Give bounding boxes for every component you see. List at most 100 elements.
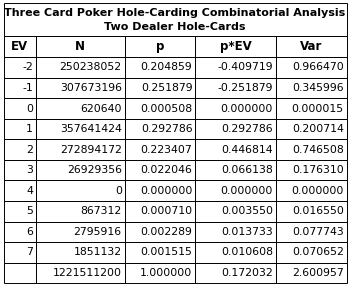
Bar <box>195 78 276 98</box>
Bar <box>125 201 195 222</box>
Bar <box>4 78 36 98</box>
Bar <box>195 57 276 78</box>
Bar <box>125 180 195 201</box>
Bar <box>36 201 125 222</box>
Bar <box>4 98 36 119</box>
Bar <box>36 139 125 160</box>
Bar <box>36 36 125 57</box>
Text: 1: 1 <box>26 124 33 134</box>
Text: -0.409719: -0.409719 <box>217 62 273 72</box>
Text: 0.001515: 0.001515 <box>140 247 192 257</box>
Text: 0.200714: 0.200714 <box>292 124 344 134</box>
Text: 0.966470: 0.966470 <box>292 62 344 72</box>
Bar <box>36 160 125 180</box>
Bar <box>4 263 36 283</box>
Bar <box>276 98 346 119</box>
Bar <box>195 263 276 283</box>
Bar <box>276 36 346 57</box>
Text: 0.000000: 0.000000 <box>221 186 273 196</box>
Bar <box>125 36 195 57</box>
Text: 0.022046: 0.022046 <box>140 165 192 175</box>
Text: 0.003550: 0.003550 <box>221 206 273 216</box>
Bar <box>4 160 36 180</box>
Text: Three Card Poker Hole-Carding Combinatorial Analysis: Three Card Poker Hole-Carding Combinator… <box>4 8 346 18</box>
Bar <box>195 36 276 57</box>
Text: 0.176310: 0.176310 <box>292 165 344 175</box>
Bar <box>36 78 125 98</box>
Bar <box>125 242 195 263</box>
Bar <box>276 57 346 78</box>
Bar <box>195 98 276 119</box>
Bar <box>276 119 346 139</box>
Bar <box>276 263 346 283</box>
Text: 1221511200: 1221511200 <box>53 268 122 278</box>
Text: 0.077743: 0.077743 <box>292 227 344 237</box>
Bar <box>36 263 125 283</box>
Text: Var: Var <box>300 40 322 53</box>
Text: 1851132: 1851132 <box>74 247 122 257</box>
Bar <box>125 139 195 160</box>
Bar <box>276 222 346 242</box>
Bar <box>4 222 36 242</box>
Text: 2: 2 <box>26 145 33 155</box>
Bar <box>125 222 195 242</box>
Text: 0.000508: 0.000508 <box>140 104 192 114</box>
Text: 0: 0 <box>115 186 122 196</box>
Text: 0.016550: 0.016550 <box>292 206 344 216</box>
Bar <box>195 160 276 180</box>
Text: 4: 4 <box>26 186 33 196</box>
Text: N: N <box>75 40 85 53</box>
Text: 250238052: 250238052 <box>60 62 122 72</box>
Text: 0.013733: 0.013733 <box>221 227 273 237</box>
Text: 1.000000: 1.000000 <box>140 268 192 278</box>
Text: 7: 7 <box>26 247 33 257</box>
Bar <box>4 201 36 222</box>
Text: -2: -2 <box>22 62 33 72</box>
Bar <box>4 242 36 263</box>
Bar <box>125 263 195 283</box>
Text: 26929356: 26929356 <box>67 165 122 175</box>
Bar <box>276 139 346 160</box>
Bar <box>276 180 346 201</box>
Bar <box>195 242 276 263</box>
Bar <box>36 180 125 201</box>
Text: p: p <box>156 40 164 53</box>
Text: 867312: 867312 <box>80 206 122 216</box>
Text: 0.223407: 0.223407 <box>141 145 193 155</box>
Text: 0.172032: 0.172032 <box>221 268 273 278</box>
Text: 5: 5 <box>26 206 33 216</box>
Text: 0.446814: 0.446814 <box>222 145 273 155</box>
Bar <box>125 78 195 98</box>
Bar <box>36 242 125 263</box>
Bar <box>125 160 195 180</box>
Text: 0: 0 <box>26 104 33 114</box>
Text: 0.070652: 0.070652 <box>292 247 344 257</box>
Bar <box>276 201 346 222</box>
Text: 0.345996: 0.345996 <box>292 83 344 93</box>
Bar <box>195 201 276 222</box>
Text: 0.000000: 0.000000 <box>291 186 344 196</box>
Text: 2.600957: 2.600957 <box>292 268 344 278</box>
Text: 620640: 620640 <box>80 104 122 114</box>
Text: 3: 3 <box>26 165 33 175</box>
Text: -1: -1 <box>22 83 33 93</box>
Text: 307673196: 307673196 <box>60 83 122 93</box>
Text: EV: EV <box>11 40 28 53</box>
Bar <box>4 36 36 57</box>
Text: 0.066138: 0.066138 <box>221 165 273 175</box>
Bar <box>36 222 125 242</box>
Bar <box>195 180 276 201</box>
Bar <box>125 57 195 78</box>
Bar <box>125 98 195 119</box>
Text: 272894172: 272894172 <box>60 145 122 155</box>
Bar <box>4 139 36 160</box>
Text: 0.002289: 0.002289 <box>140 227 192 237</box>
Bar <box>36 57 125 78</box>
Text: p*EV: p*EV <box>220 40 251 53</box>
Bar <box>195 222 276 242</box>
Bar <box>195 119 276 139</box>
Text: 0.000000: 0.000000 <box>221 104 273 114</box>
Text: 0.251879: 0.251879 <box>141 83 193 93</box>
Bar <box>276 160 346 180</box>
Text: Two Dealer Hole-Cards: Two Dealer Hole-Cards <box>104 21 246 31</box>
